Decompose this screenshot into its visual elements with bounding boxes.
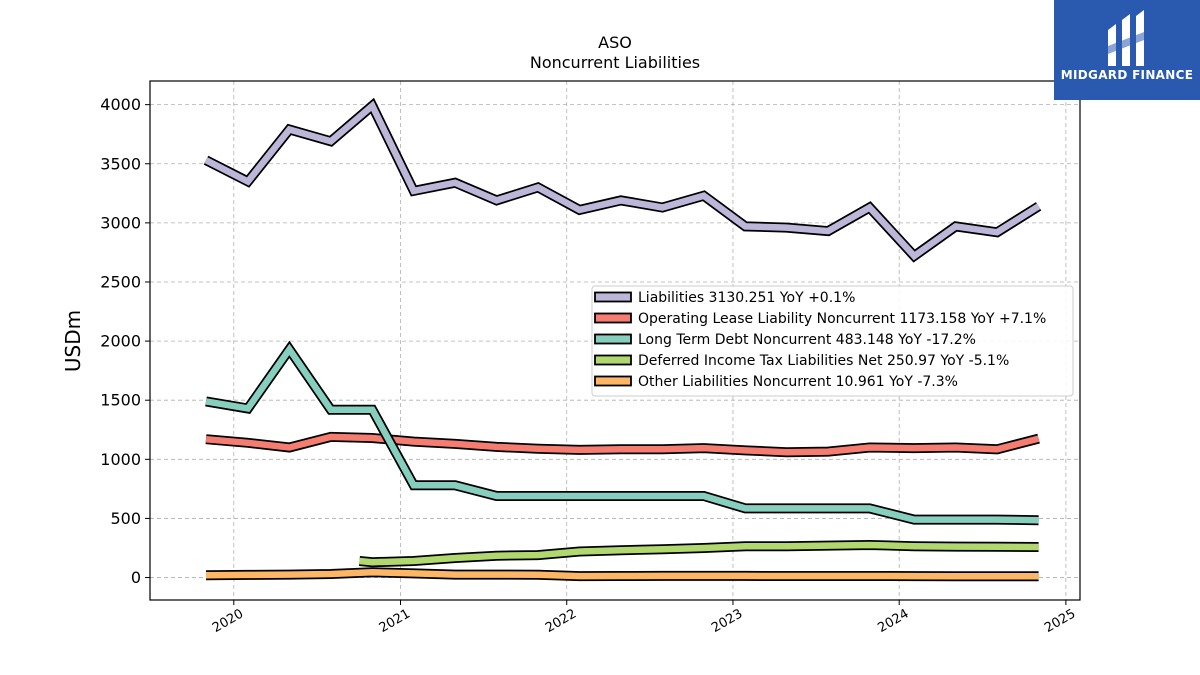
series-1 (205, 431, 1040, 458)
y-tick-label: 0 (131, 568, 141, 587)
legend-item: Long Term Debt Noncurrent 483.148 YoY -1… (594, 332, 976, 348)
y-tick-label: 1500 (100, 391, 141, 410)
x-tick-label: 2024 (875, 606, 911, 636)
plot-frame (149, 80, 1081, 601)
x-tick-label: 2021 (377, 606, 413, 636)
y-tick-label: 2500 (100, 272, 141, 291)
series-line-outline (203, 97, 1042, 263)
series-line (205, 568, 1039, 580)
legend-label: Other Liabilities Noncurrent 10.961 YoY … (638, 374, 958, 390)
legend-item: Liabilities 3130.251 YoY +0.1% (594, 290, 855, 306)
series-4 (205, 567, 1039, 582)
y-ticks: 0 500 1000 1500 2000 2500 3000 3500 4000 (100, 95, 150, 587)
series-0 (203, 97, 1042, 263)
y-tick-label: 3000 (100, 213, 141, 232)
legend-box (591, 285, 1074, 397)
series-3 (359, 539, 1039, 568)
series-line (205, 433, 1040, 456)
legend-swatch (594, 375, 632, 387)
legend-label: Deferred Income Tax Liabilities Net 250.… (638, 353, 1009, 369)
legend-swatch (594, 291, 632, 303)
chart-subtitle: Noncurrent Liabilities (530, 53, 700, 72)
y-tick-label: 3500 (100, 154, 141, 173)
legend-item: Other Liabilities Noncurrent 10.961 YoY … (594, 374, 958, 390)
brand-name: MIDGARD FINANCE (1060, 68, 1194, 82)
chart-title: ASO (598, 33, 632, 52)
midgard-logo-icon (1108, 10, 1144, 66)
legend-swatch (594, 333, 632, 345)
legend-item: Operating Lease Liability Noncurrent 117… (594, 311, 1046, 327)
x-tick-label: 2020 (210, 606, 246, 636)
x-tick-label: 2023 (709, 606, 745, 636)
y-tick-label: 500 (110, 509, 141, 528)
legend-label: Long Term Debt Noncurrent 483.148 YoY -1… (638, 332, 976, 348)
y-axis-label-text: USDm (61, 310, 85, 372)
series-2 (205, 340, 1039, 526)
x-tick-label: 2022 (543, 606, 579, 636)
y-tick-label: 4000 (100, 95, 141, 114)
y-axis-label: USDm (61, 310, 85, 372)
series-layer (203, 97, 1042, 582)
legend: Liabilities 3130.251 YoY +0.1% Operating … (591, 285, 1074, 397)
legend-swatch (594, 312, 632, 324)
legend-label: Operating Lease Liability Noncurrent 117… (638, 311, 1046, 327)
legend-item: Deferred Income Tax Liabilities Net 250.… (594, 353, 1009, 369)
series-line (359, 541, 1039, 566)
y-tick-label: 1000 (100, 450, 141, 469)
legend-label: Liabilities 3130.251 YoY +0.1% (638, 290, 855, 306)
series-line (205, 343, 1039, 524)
x-ticks: 2020 2021 2022 2023 2024 2025 (210, 600, 1078, 636)
y-tick-label: 2000 (100, 332, 141, 351)
x-tick-label: 2025 (1042, 606, 1078, 636)
series-line (204, 100, 1041, 261)
legend-swatch (594, 354, 632, 366)
logo: MIDGARD FINANCE (1054, 0, 1200, 100)
